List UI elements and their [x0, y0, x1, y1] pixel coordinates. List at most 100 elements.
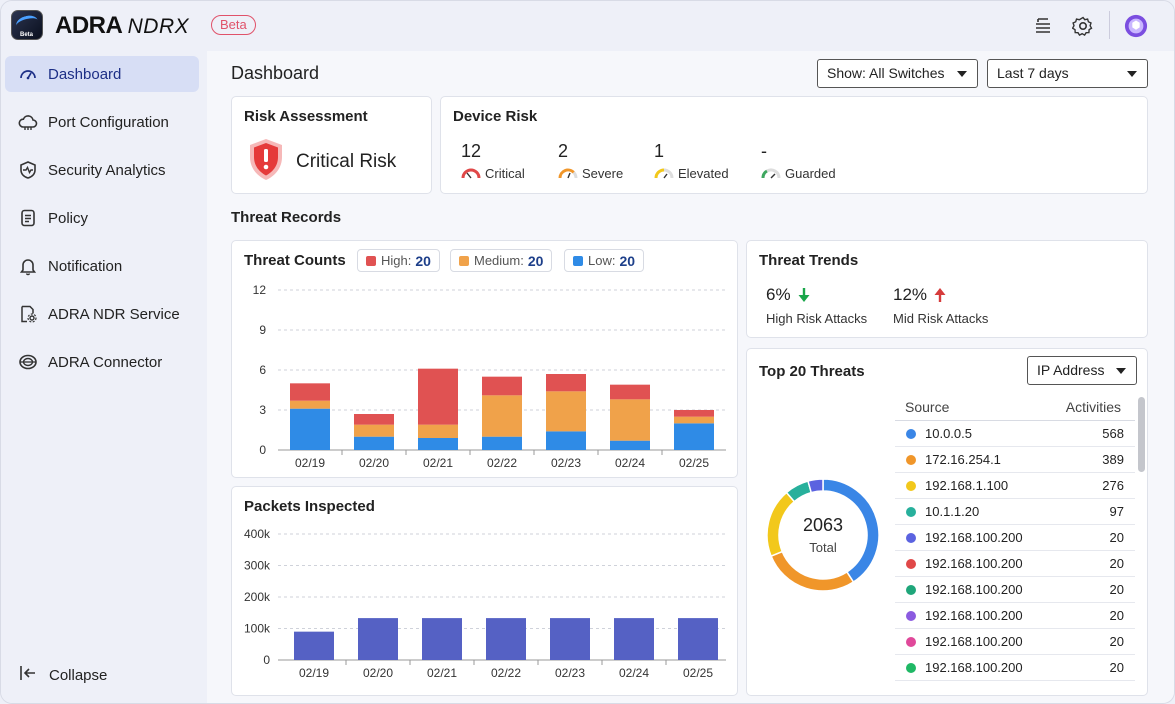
stat-value: 12 [461, 141, 482, 161]
trend-label: Mid Risk Attacks [893, 311, 989, 326]
packets-bar[interactable] [358, 618, 398, 660]
collapse-button[interactable]: Collapse [19, 665, 107, 685]
bar-segment-medium[interactable] [354, 424, 394, 437]
sidebar-item-notification[interactable]: Notification [5, 248, 199, 284]
table-row[interactable]: 192.168.100.200 20 [895, 551, 1135, 577]
bar-segment-high[interactable] [290, 383, 330, 401]
bar-segment-medium[interactable] [290, 400, 330, 409]
legend-high[interactable]: High: 20 [357, 249, 440, 272]
donut-slice[interactable] [807, 478, 824, 494]
bar-segment-medium[interactable] [482, 395, 522, 437]
packets-bar[interactable] [486, 618, 526, 660]
packets-bar[interactable] [422, 618, 462, 660]
row-source-ip: 10.1.1.20 [925, 504, 980, 519]
table-row[interactable]: 192.168.1.100 276 [895, 473, 1135, 499]
packets-bar[interactable] [550, 618, 590, 660]
sidebar-item-port-configuration[interactable]: Port Configuration [5, 104, 199, 140]
threat-group-select[interactable]: IP Address [1027, 356, 1137, 385]
donut-total-value: 2063 [802, 515, 844, 535]
service-gear-icon [17, 303, 39, 325]
card-title: Device Risk [453, 108, 538, 125]
bell-icon [17, 255, 39, 277]
packets-bar[interactable] [614, 618, 654, 660]
bar-segment-low[interactable] [610, 440, 650, 450]
sidebar-item-label: ADRA Connector [48, 353, 163, 371]
bar-segment-medium[interactable] [418, 424, 458, 438]
bar-segment-high[interactable] [354, 414, 394, 425]
sidebar-item-adra-ndr-service[interactable]: ADRA NDR Service [5, 296, 199, 332]
legend-label: High: [381, 253, 412, 268]
bar-segment-low[interactable] [482, 436, 522, 450]
bar-segment-low[interactable] [546, 431, 586, 450]
table-row[interactable]: 192.168.100.200 20 [895, 525, 1135, 551]
row-color-dot [906, 584, 916, 595]
trend-high-risk: 6% High Risk Attacks [766, 285, 867, 326]
bar-segment-low[interactable] [290, 408, 330, 450]
legend-label: Medium: [474, 253, 524, 268]
table-row[interactable]: 192.168.100.200 20 [895, 577, 1135, 603]
row-source-ip: 172.16.254.1 [925, 452, 1001, 467]
y-tick-label: 300k [244, 559, 271, 573]
gear-icon[interactable] [1071, 14, 1095, 38]
sidebar-item-label: Dashboard [48, 65, 122, 83]
sidebar-item-label: ADRA NDR Service [48, 305, 180, 323]
x-tick-label: 02/22 [487, 456, 517, 470]
x-tick-label: 02/22 [491, 666, 521, 680]
table-row[interactable]: 10.0.0.5 568 [895, 421, 1135, 447]
packets-bar[interactable] [678, 618, 718, 660]
donut-slice[interactable] [770, 550, 855, 592]
column-source[interactable]: Source [905, 398, 950, 415]
table-row[interactable]: 192.168.100.200 20 [895, 603, 1135, 629]
sidebar-item-policy[interactable]: Policy [5, 200, 199, 236]
time-range-select[interactable]: Last 7 days [987, 59, 1148, 88]
stat-label: Guarded [785, 166, 836, 181]
packets-bar[interactable] [294, 631, 334, 660]
packets-inspected-chart: 400k 300k 200k 100k 0 02/19 02/20 02/21 02/22 02/… [244, 527, 726, 680]
table-header: Source Activities [895, 393, 1135, 421]
row-source-ip: 192.168.100.200 [925, 530, 1023, 545]
legend-medium[interactable]: Medium: 20 [450, 249, 553, 272]
bar-segment-low[interactable] [418, 438, 458, 450]
caret-down-icon [1127, 71, 1137, 77]
sidebar-item-label: Port Configuration [48, 113, 169, 131]
row-color-dot [906, 532, 916, 543]
bar-segment-high[interactable] [418, 368, 458, 425]
risk-assessment-card: Risk Assessment Critical Risk [231, 96, 432, 194]
bar-segment-low[interactable] [674, 423, 714, 450]
sidebar-item-security-analytics[interactable]: Security Analytics [5, 152, 199, 188]
bar-segment-medium[interactable] [546, 391, 586, 432]
table-row[interactable]: 192.168.100.200 20 [895, 655, 1135, 681]
table-row[interactable]: 10.1.1.20 97 [895, 499, 1135, 525]
sidebar-item-dashboard[interactable]: Dashboard [5, 56, 199, 92]
legend-low[interactable]: Low: 20 [564, 249, 645, 272]
table-scrollbar[interactable] [1138, 397, 1145, 472]
x-tick-label: 02/20 [363, 666, 393, 680]
stack-icon[interactable] [1031, 14, 1055, 38]
user-avatar-icon[interactable] [1124, 14, 1148, 38]
device-risk-guarded: - Guarded [761, 141, 836, 181]
logo-beta-label: Beta [20, 32, 34, 38]
top-threats-table: Source Activities 10.0.0.5 568 172.16.254.… [895, 393, 1135, 681]
table-row[interactable]: 192.168.100.200 20 [895, 629, 1135, 655]
bar-segment-high[interactable] [546, 374, 586, 392]
row-source-ip: 192.168.1.100 [925, 478, 1009, 493]
bar-segment-high[interactable] [482, 376, 522, 396]
risk-level: Critical Risk [296, 151, 397, 172]
bar-segment-low[interactable] [354, 436, 394, 450]
y-tick-label: 200k [244, 590, 271, 604]
sidebar-item-adra-connector[interactable]: ADRA Connector [5, 344, 199, 380]
row-color-dot [906, 558, 916, 569]
collapse-label: Collapse [49, 666, 108, 684]
row-color-dot [906, 428, 916, 439]
sidebar: Dashboard Port Configuration Security An… [1, 51, 207, 703]
column-activities[interactable]: Activities [1065, 398, 1121, 415]
bar-segment-medium[interactable] [610, 399, 650, 441]
table-row[interactable]: 172.16.254.1 389 [895, 447, 1135, 473]
y-tick-label: 6 [259, 363, 266, 377]
legend-label: Low: [588, 253, 616, 268]
bar-segment-high[interactable] [610, 384, 650, 400]
arrow-down-icon [798, 288, 810, 302]
bar-segment-high[interactable] [674, 410, 714, 417]
bar-segment-medium[interactable] [674, 416, 714, 424]
switch-filter-select[interactable]: Show: All Switches [817, 59, 978, 88]
